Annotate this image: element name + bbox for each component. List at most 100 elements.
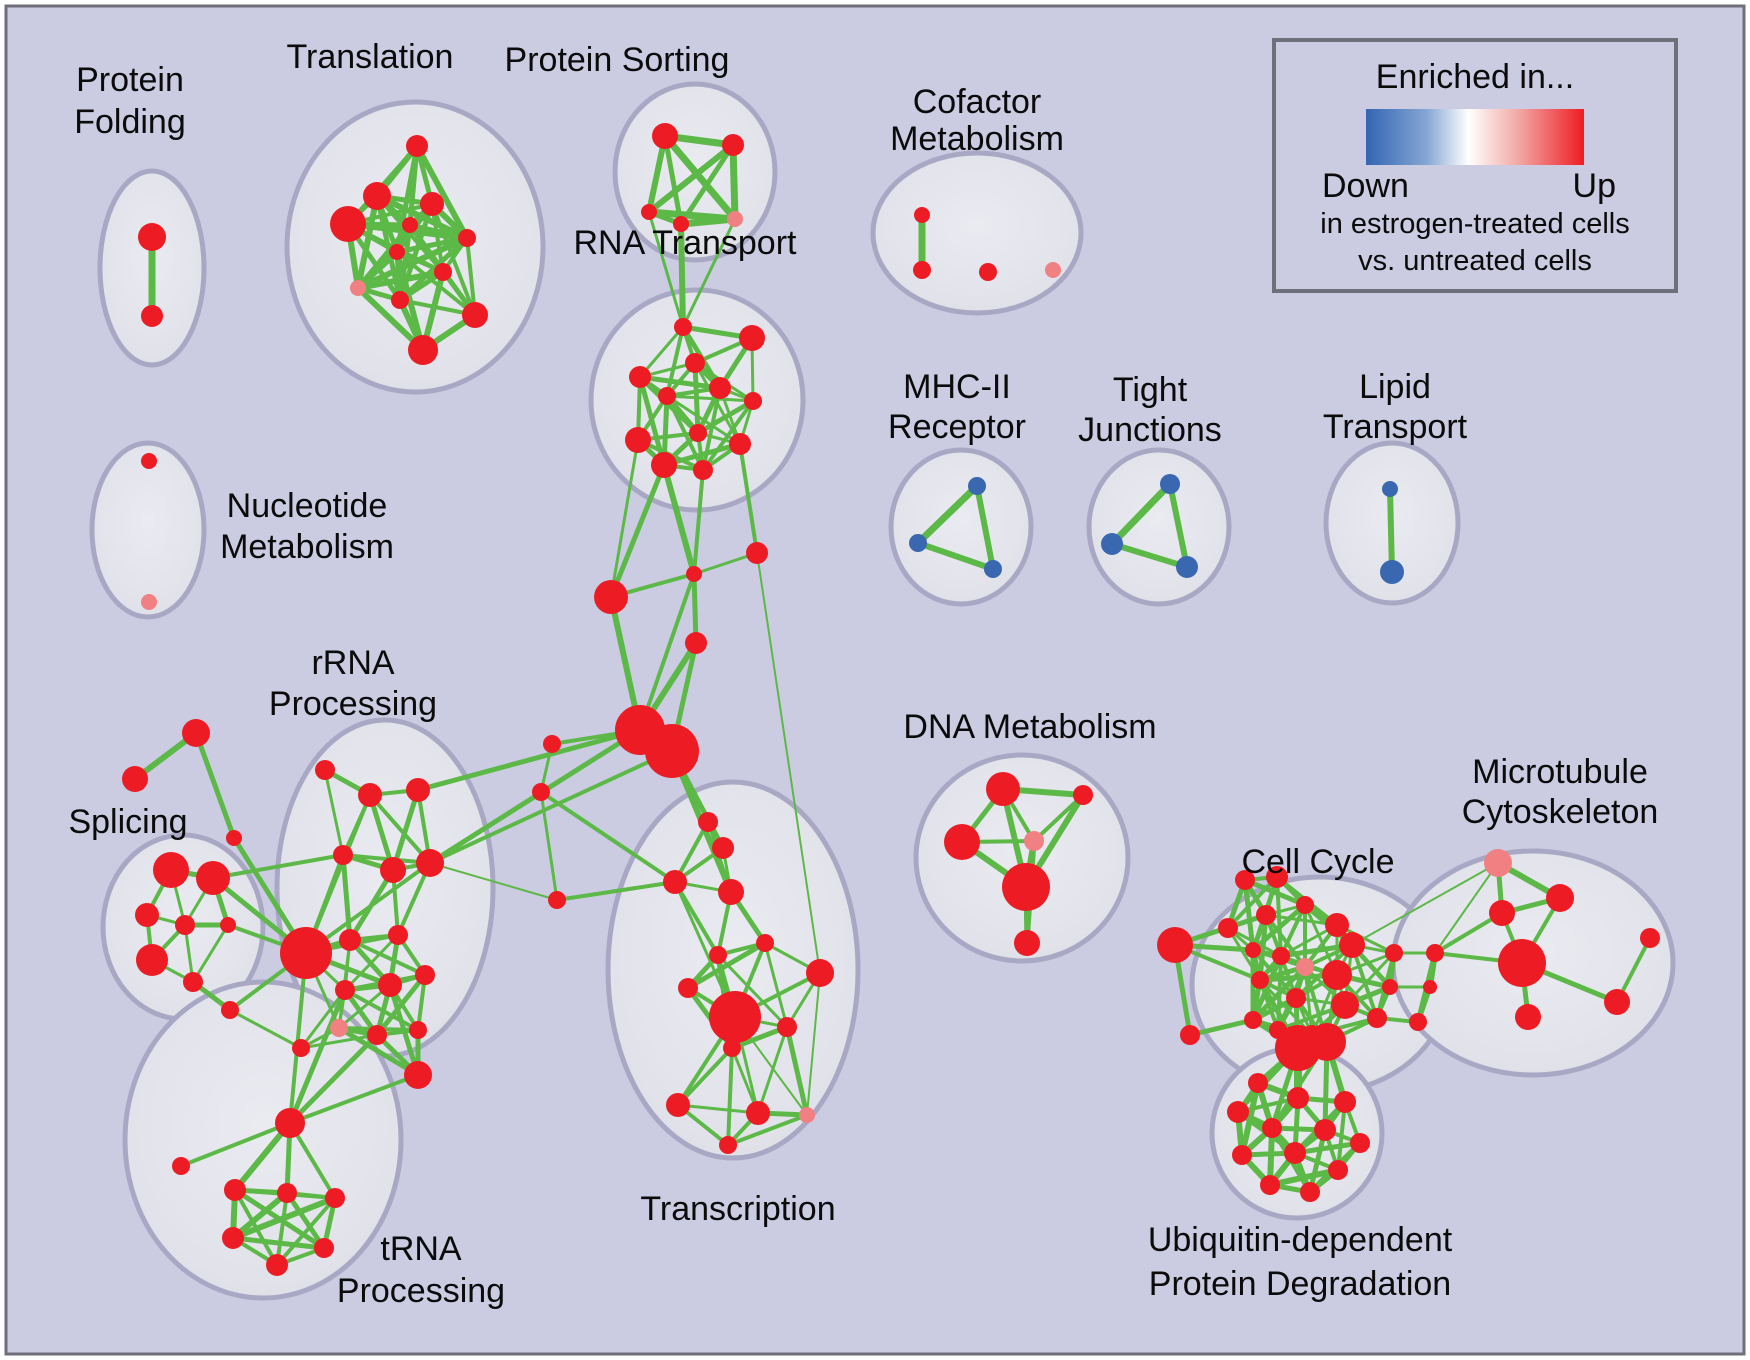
network-node [1251, 971, 1269, 989]
network-edge [340, 852, 353, 943]
network-edge [390, 787, 421, 873]
network-node [416, 849, 444, 877]
network-edge [355, 222, 413, 291]
network-edge [230, 1235, 327, 1251]
network-edge [407, 222, 470, 241]
network-node [1380, 560, 1404, 584]
cluster-label-CC: Cell Cycle [1241, 843, 1394, 881]
network-node [350, 280, 366, 296]
network-node [136, 944, 168, 976]
network-edge [1109, 541, 1190, 570]
network-node [335, 980, 355, 1000]
network-edge [608, 462, 667, 600]
network-edge [691, 571, 699, 646]
network-node [543, 735, 561, 753]
network-edge [638, 572, 696, 732]
network-node [406, 778, 430, 802]
network-edge [179, 1121, 292, 1168]
network-edge [395, 250, 477, 317]
network-edge [228, 1008, 303, 1050]
network-edge [193, 730, 237, 841]
network-node [378, 973, 402, 997]
network-node [141, 594, 157, 610]
network-edge [763, 941, 789, 1029]
network-node [1235, 870, 1255, 890]
network-node [292, 1039, 310, 1057]
network-node [689, 424, 707, 442]
network-node [1014, 930, 1040, 956]
legend: Enriched in... Down Up in estrogen-treat… [1272, 38, 1678, 293]
network-edge [806, 972, 821, 1116]
network-node [266, 1254, 288, 1276]
network-node [1409, 1013, 1427, 1031]
network-node [222, 1227, 244, 1249]
network-edge [676, 1046, 734, 1107]
network-edge [1267, 1167, 1341, 1188]
network-node [1045, 262, 1061, 278]
cluster-label-TJ: Tight Junctions [1078, 371, 1222, 449]
network-node [406, 135, 428, 157]
network-node [1334, 1091, 1356, 1113]
network-node [722, 134, 744, 156]
network-node [391, 291, 409, 309]
network-node [1296, 958, 1314, 976]
network-node [712, 837, 734, 859]
network-edge [1279, 903, 1307, 958]
network-node [1157, 927, 1193, 963]
network-node [1284, 1142, 1306, 1164]
network-edge [692, 551, 759, 576]
network-node [1489, 900, 1515, 926]
network-node [458, 229, 476, 247]
legend-gradient-bar [1366, 109, 1584, 165]
network-node [729, 433, 751, 455]
network-edge [661, 441, 743, 468]
network-node [1322, 960, 1352, 990]
network-edge [1242, 877, 1308, 908]
cluster-label-PS: Protein Sorting [505, 41, 730, 79]
network-node [224, 1179, 246, 1201]
network-node [719, 1136, 737, 1154]
cluster-ellipse-TJ [1086, 447, 1232, 607]
network-edge [678, 221, 686, 330]
network-node [1314, 1119, 1336, 1141]
network-node [1546, 884, 1574, 912]
network-node [408, 335, 438, 365]
network-edge [677, 215, 739, 228]
network-edge [284, 1190, 327, 1251]
network-node [986, 772, 1020, 806]
network-node [532, 783, 550, 801]
network-node [625, 427, 651, 453]
network-node [363, 182, 391, 210]
network-node [1423, 980, 1437, 994]
network-edge [323, 768, 345, 857]
network-node [402, 217, 418, 233]
cluster-label-CM: Cofactor Metabolism [890, 83, 1064, 158]
network-edge [230, 1195, 338, 1241]
network-node [226, 830, 242, 846]
network-node [645, 724, 699, 778]
network-node [658, 387, 676, 405]
network-node [1244, 1011, 1262, 1029]
network-node [1382, 481, 1398, 497]
network-node [196, 861, 230, 895]
network-edge [348, 938, 427, 977]
cluster-label-LT: Lipid Transport [1323, 368, 1468, 446]
network-node [339, 929, 361, 951]
network-node [1328, 1160, 1348, 1180]
cluster-label-PF: Protein Folding [74, 61, 186, 141]
network-node [678, 978, 698, 998]
network-node [685, 632, 707, 654]
network-edge [726, 1046, 734, 1147]
network-edge [915, 540, 996, 572]
network-node [685, 353, 705, 373]
network-node [358, 783, 382, 807]
network-edge [287, 987, 348, 1126]
network-node [1245, 942, 1261, 958]
network-node [746, 542, 768, 564]
network-edge [637, 374, 723, 391]
network-edge [756, 552, 821, 974]
network-node [909, 534, 927, 552]
network-edge [646, 142, 736, 215]
network-node [806, 959, 834, 987]
network-edge [1264, 913, 1307, 969]
